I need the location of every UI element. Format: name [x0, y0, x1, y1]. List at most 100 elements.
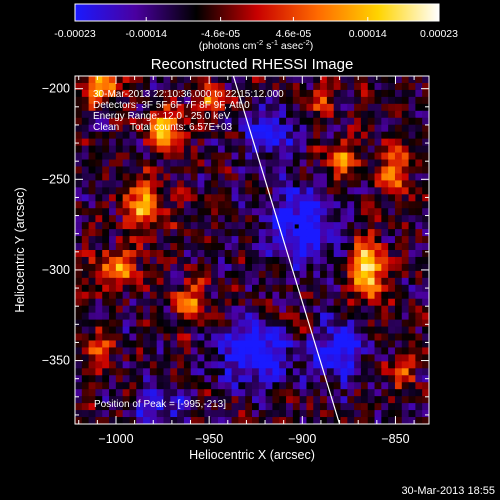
heatmap-cell	[163, 152, 171, 161]
heatmap-cell	[258, 82, 267, 91]
heatmap-cell	[115, 76, 124, 84]
heatmap-cell	[129, 166, 137, 175]
heatmap-cell	[115, 389, 124, 397]
heatmap-cell	[231, 89, 239, 98]
heatmap-cell	[394, 340, 403, 349]
heatmap-cell	[88, 340, 97, 349]
heatmap-cell	[306, 284, 314, 293]
heatmap-cell	[326, 96, 335, 105]
heatmap-cell	[306, 410, 314, 418]
heatmap-cell	[177, 89, 185, 98]
heatmap-cell	[422, 236, 429, 244]
heatmap-cell	[136, 173, 144, 181]
heatmap-cell	[245, 333, 253, 342]
heatmap-cell	[122, 131, 131, 140]
heatmap-cell	[252, 354, 260, 362]
heatmap-cell	[217, 166, 226, 175]
heatmap-cell	[109, 326, 117, 335]
heatmap-cell	[252, 361, 260, 369]
heatmap-cell	[156, 166, 165, 175]
heatmap-cell	[238, 76, 246, 84]
heatmap-cell	[422, 361, 429, 369]
heatmap-cell	[360, 96, 369, 105]
heatmap-cell	[347, 284, 355, 293]
heatmap-cell	[401, 201, 410, 209]
heatmap-cell	[81, 361, 90, 369]
heatmap-cell	[340, 333, 348, 342]
heatmap-cell	[109, 256, 117, 265]
heatmap-cell	[292, 270, 301, 279]
heatmap-cell	[224, 410, 233, 418]
heatmap-cell	[163, 236, 171, 244]
heatmap-cell	[224, 152, 233, 161]
heatmap-cell	[388, 319, 396, 328]
heatmap-cell	[81, 333, 90, 342]
heatmap-cell	[81, 117, 90, 126]
heatmap-cell	[115, 312, 124, 321]
heatmap-cell	[238, 215, 246, 223]
heatmap-cell	[129, 284, 137, 293]
heatmap-cell	[394, 82, 403, 91]
heatmap-cell	[109, 208, 117, 216]
heatmap-cell	[279, 131, 287, 140]
heatmap-cell	[388, 326, 396, 335]
heatmap-cell	[347, 368, 355, 376]
heatmap-cell	[238, 222, 246, 230]
heatmap-cell	[170, 131, 178, 140]
heatmap-cell	[394, 312, 403, 321]
heatmap-cell	[415, 110, 423, 119]
heatmap-cell	[286, 180, 294, 188]
heatmap-cell	[95, 152, 103, 161]
heatmap-cell	[408, 354, 416, 362]
heatmap-cell	[272, 208, 280, 216]
heatmap-cell	[367, 124, 376, 133]
heatmap-cell	[211, 417, 219, 424]
heatmap-cell	[129, 222, 137, 230]
heatmap-cell	[129, 382, 137, 390]
heatmap-cell	[313, 256, 321, 265]
heatmap-cell	[415, 319, 423, 328]
heatmap-cell	[258, 326, 267, 335]
heatmap-cell	[231, 403, 239, 411]
heatmap-cell	[422, 382, 429, 390]
heatmap-cell	[136, 131, 144, 140]
heatmap-cell	[354, 361, 362, 369]
heatmap-cell	[272, 382, 280, 390]
heatmap-cell	[299, 138, 308, 147]
heatmap-cell	[422, 256, 429, 265]
heatmap-cell	[279, 382, 287, 390]
heatmap-cell	[340, 76, 348, 84]
heatmap-cell	[313, 145, 321, 154]
heatmap-cell	[170, 173, 178, 181]
heatmap-cell	[292, 96, 301, 105]
heatmap-cell	[163, 124, 171, 133]
heatmap-cell	[286, 284, 294, 293]
heatmap-cell	[75, 145, 83, 154]
heatmap-cell	[88, 410, 97, 418]
heatmap-cell	[299, 396, 308, 404]
heatmap-cell	[422, 340, 429, 349]
heatmap-cell	[143, 173, 151, 181]
heatmap-cell	[388, 145, 396, 154]
heatmap-cell	[122, 354, 131, 362]
heatmap-cell	[408, 277, 416, 286]
heatmap-cell	[109, 382, 117, 390]
heatmap-cell	[217, 131, 226, 140]
heatmap-cell	[388, 173, 396, 181]
heatmap-cell	[374, 229, 382, 237]
heatmap-cell	[347, 270, 355, 279]
heatmap-cell	[102, 410, 110, 418]
heatmap-cell	[115, 110, 124, 119]
heatmap-cell	[401, 312, 410, 321]
heatmap-cell	[224, 201, 233, 209]
heatmap-cell	[211, 201, 219, 209]
heatmap-cell	[183, 250, 192, 258]
heatmap-cell	[258, 89, 267, 98]
heatmap-cell	[238, 131, 246, 140]
heatmap-cell	[252, 375, 260, 383]
heatmap-cell	[238, 124, 246, 133]
heatmap-cell	[326, 201, 335, 209]
heatmap-cell	[360, 291, 369, 300]
heatmap-cell	[129, 243, 137, 251]
heatmap-cell	[313, 194, 321, 202]
